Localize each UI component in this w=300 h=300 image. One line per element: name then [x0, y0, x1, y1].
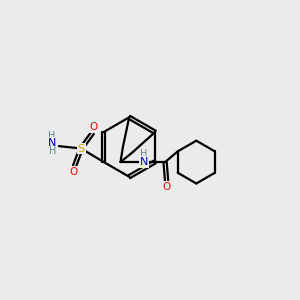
Text: O: O	[162, 182, 171, 192]
Text: H: H	[48, 131, 55, 141]
Text: N: N	[140, 157, 148, 167]
Text: H: H	[140, 149, 147, 159]
Text: O: O	[90, 122, 98, 132]
Text: O: O	[69, 167, 77, 177]
Text: H: H	[49, 146, 56, 157]
Text: S: S	[78, 143, 85, 154]
Text: N: N	[48, 138, 56, 148]
